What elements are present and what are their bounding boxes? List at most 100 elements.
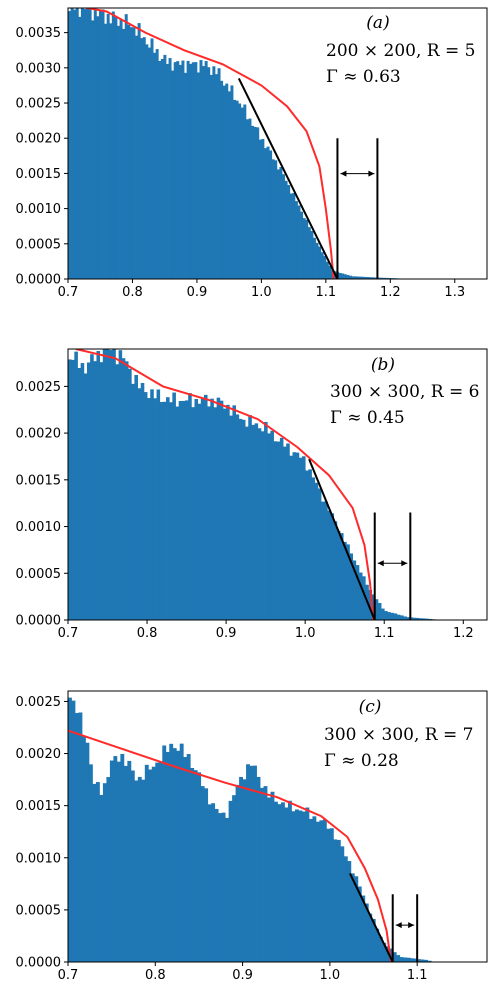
- y-tick-label: 0.0000: [16, 273, 62, 288]
- histogram-bar: [121, 358, 126, 620]
- histogram-bar: [116, 25, 120, 279]
- histogram-bar: [305, 219, 309, 279]
- annotation-gamma: Γ ≈ 0.63: [326, 67, 401, 87]
- histogram-bar: [257, 428, 262, 620]
- histogram-bar: [339, 533, 344, 620]
- histogram-bar: [406, 617, 410, 620]
- histogram-bar: [115, 364, 119, 620]
- histogram-bar: [389, 948, 394, 962]
- histogram-bar: [312, 237, 316, 279]
- histogram-bar: [81, 736, 86, 962]
- plot-area: [68, 349, 439, 620]
- x-tick-label: 1.1: [316, 285, 337, 300]
- histogram-bar: [254, 423, 259, 620]
- histogram-bar: [134, 780, 139, 962]
- histogram-bar: [242, 779, 247, 962]
- histogram-bar: [78, 712, 83, 962]
- histogram-bar: [368, 589, 372, 620]
- chart-panel-2: 0.7 0.8 0.9 1.0 1.1 1.2 0.0000 0.0005 0.0010 0.00…: [16, 348, 488, 641]
- histogram-bar: [276, 169, 280, 279]
- histogram-bar: [294, 201, 298, 279]
- axes-frame: [67, 7, 488, 280]
- histogram-bar: [300, 211, 304, 279]
- x-tick-label: 0.8: [122, 285, 143, 300]
- histogram-bar: [333, 521, 338, 620]
- histogram-bar: [95, 782, 100, 962]
- histogram-bar: [101, 9, 105, 279]
- histogram-bar: [413, 958, 418, 962]
- histogram-bar: [308, 469, 312, 620]
- annotation-gamma: Γ ≈ 0.45: [330, 408, 405, 428]
- histogram-bar: [155, 762, 160, 962]
- arrow-head-left: [340, 170, 347, 177]
- histogram-bar: [130, 770, 135, 962]
- tangent-line: [237, 77, 339, 279]
- histogram-bar: [68, 697, 72, 962]
- histogram-bar: [233, 99, 236, 279]
- histogram-bar: [256, 127, 260, 279]
- histogram-bar: [221, 812, 226, 962]
- histogram-bar: [119, 19, 123, 279]
- histogram-bar: [189, 63, 193, 279]
- histogram-bar: [74, 351, 78, 620]
- histogram-bar: [315, 821, 320, 962]
- histogram-bar: [151, 766, 156, 962]
- histogram-bar: [301, 811, 306, 962]
- histogram-bar: [382, 942, 387, 962]
- histogram-bar: [204, 61, 208, 279]
- histogram-bar: [200, 397, 205, 620]
- histogram-bar: [225, 83, 229, 279]
- histogram-bar: [160, 58, 164, 279]
- histogram-bar: [287, 185, 291, 279]
- histogram-bar: [144, 764, 149, 962]
- histogram-bar: [109, 350, 113, 620]
- histogram-bar: [287, 800, 292, 962]
- histogram-bar: [93, 9, 97, 279]
- histogram-bar: [116, 761, 121, 962]
- histogram-bar: [127, 760, 132, 962]
- histogram-bar: [340, 846, 345, 962]
- histogram-bar: [239, 776, 243, 962]
- histogram-bar: [371, 918, 376, 962]
- histogram-bar: [392, 952, 397, 962]
- histogram-bar: [209, 74, 213, 279]
- histogram-bar: [163, 54, 167, 279]
- histogram-bar: [374, 599, 379, 620]
- annotation-size: 300 × 300, R = 6: [330, 382, 479, 402]
- histogram-bar: [243, 104, 247, 279]
- histogram-bar: [261, 138, 265, 279]
- histogram-bar: [346, 544, 350, 620]
- histogram-bar: [377, 277, 381, 279]
- histogram-bar: [172, 748, 177, 962]
- histogram-bar: [137, 23, 141, 279]
- arrow-head-left: [395, 922, 402, 929]
- histogram-bar: [341, 273, 345, 279]
- histogram-bar: [378, 936, 383, 962]
- histogram-bar: [190, 767, 195, 962]
- histogram-bar: [362, 576, 366, 620]
- histogram-bar: [147, 47, 151, 279]
- axes-frame: [67, 690, 488, 963]
- histogram-bar: [204, 788, 209, 962]
- histogram-bar: [207, 804, 212, 962]
- histogram-bar: [289, 455, 293, 620]
- histogram-bar: [375, 928, 380, 962]
- histogram-bar: [246, 764, 250, 962]
- histogram-bar: [165, 63, 169, 279]
- histogram-bar: [153, 52, 157, 279]
- histogram-bar: [240, 107, 244, 279]
- histogram-bar: [390, 612, 395, 620]
- x-tick-label: 0.7: [58, 626, 79, 641]
- histogram-bar: [253, 765, 257, 962]
- x-tick-label: 1.2: [380, 285, 401, 300]
- histogram-bar: [207, 406, 211, 620]
- histogram-bar: [235, 100, 239, 279]
- histogram-bar: [322, 819, 327, 962]
- histogram-bar: [263, 786, 268, 962]
- histogram-bar: [134, 374, 138, 620]
- histogram-bar: [235, 414, 240, 620]
- histogram-bar: [196, 72, 200, 279]
- histogram-bar: [140, 382, 145, 620]
- histogram-bar: [330, 513, 335, 620]
- histogram-bar: [173, 62, 177, 279]
